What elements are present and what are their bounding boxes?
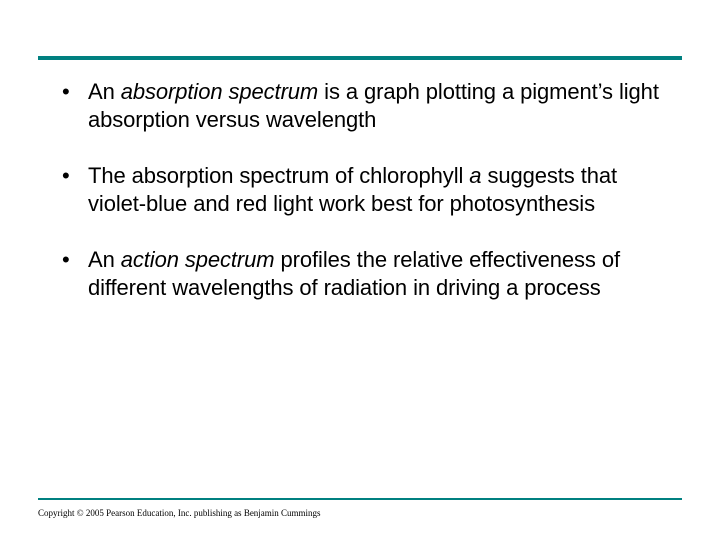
- text-fragment: An: [88, 247, 121, 272]
- bullet-text: An absorption spectrum is a graph plotti…: [88, 78, 670, 134]
- text-fragment: An: [88, 79, 121, 104]
- bottom-divider: [38, 498, 682, 500]
- list-item: • An action spectrum profiles the relati…: [62, 246, 670, 302]
- list-item: • The absorption spectrum of chlorophyll…: [62, 162, 670, 218]
- bullet-marker: •: [62, 162, 88, 190]
- bullet-marker: •: [62, 246, 88, 274]
- bullet-text: An action spectrum profiles the relative…: [88, 246, 670, 302]
- copyright-text: Copyright © 2005 Pearson Education, Inc.…: [38, 508, 321, 518]
- bullet-list: • An absorption spectrum is a graph plot…: [62, 78, 670, 330]
- term-action-spectrum: action spectrum: [121, 247, 275, 272]
- top-divider: [38, 56, 682, 60]
- text-fragment: The absorption spectrum of chlorophyll: [88, 163, 469, 188]
- list-item: • An absorption spectrum is a graph plot…: [62, 78, 670, 134]
- term-absorption-spectrum: absorption spectrum: [121, 79, 318, 104]
- bullet-text: The absorption spectrum of chlorophyll a…: [88, 162, 670, 218]
- term-chlorophyll-a: a: [469, 163, 481, 188]
- bullet-marker: •: [62, 78, 88, 106]
